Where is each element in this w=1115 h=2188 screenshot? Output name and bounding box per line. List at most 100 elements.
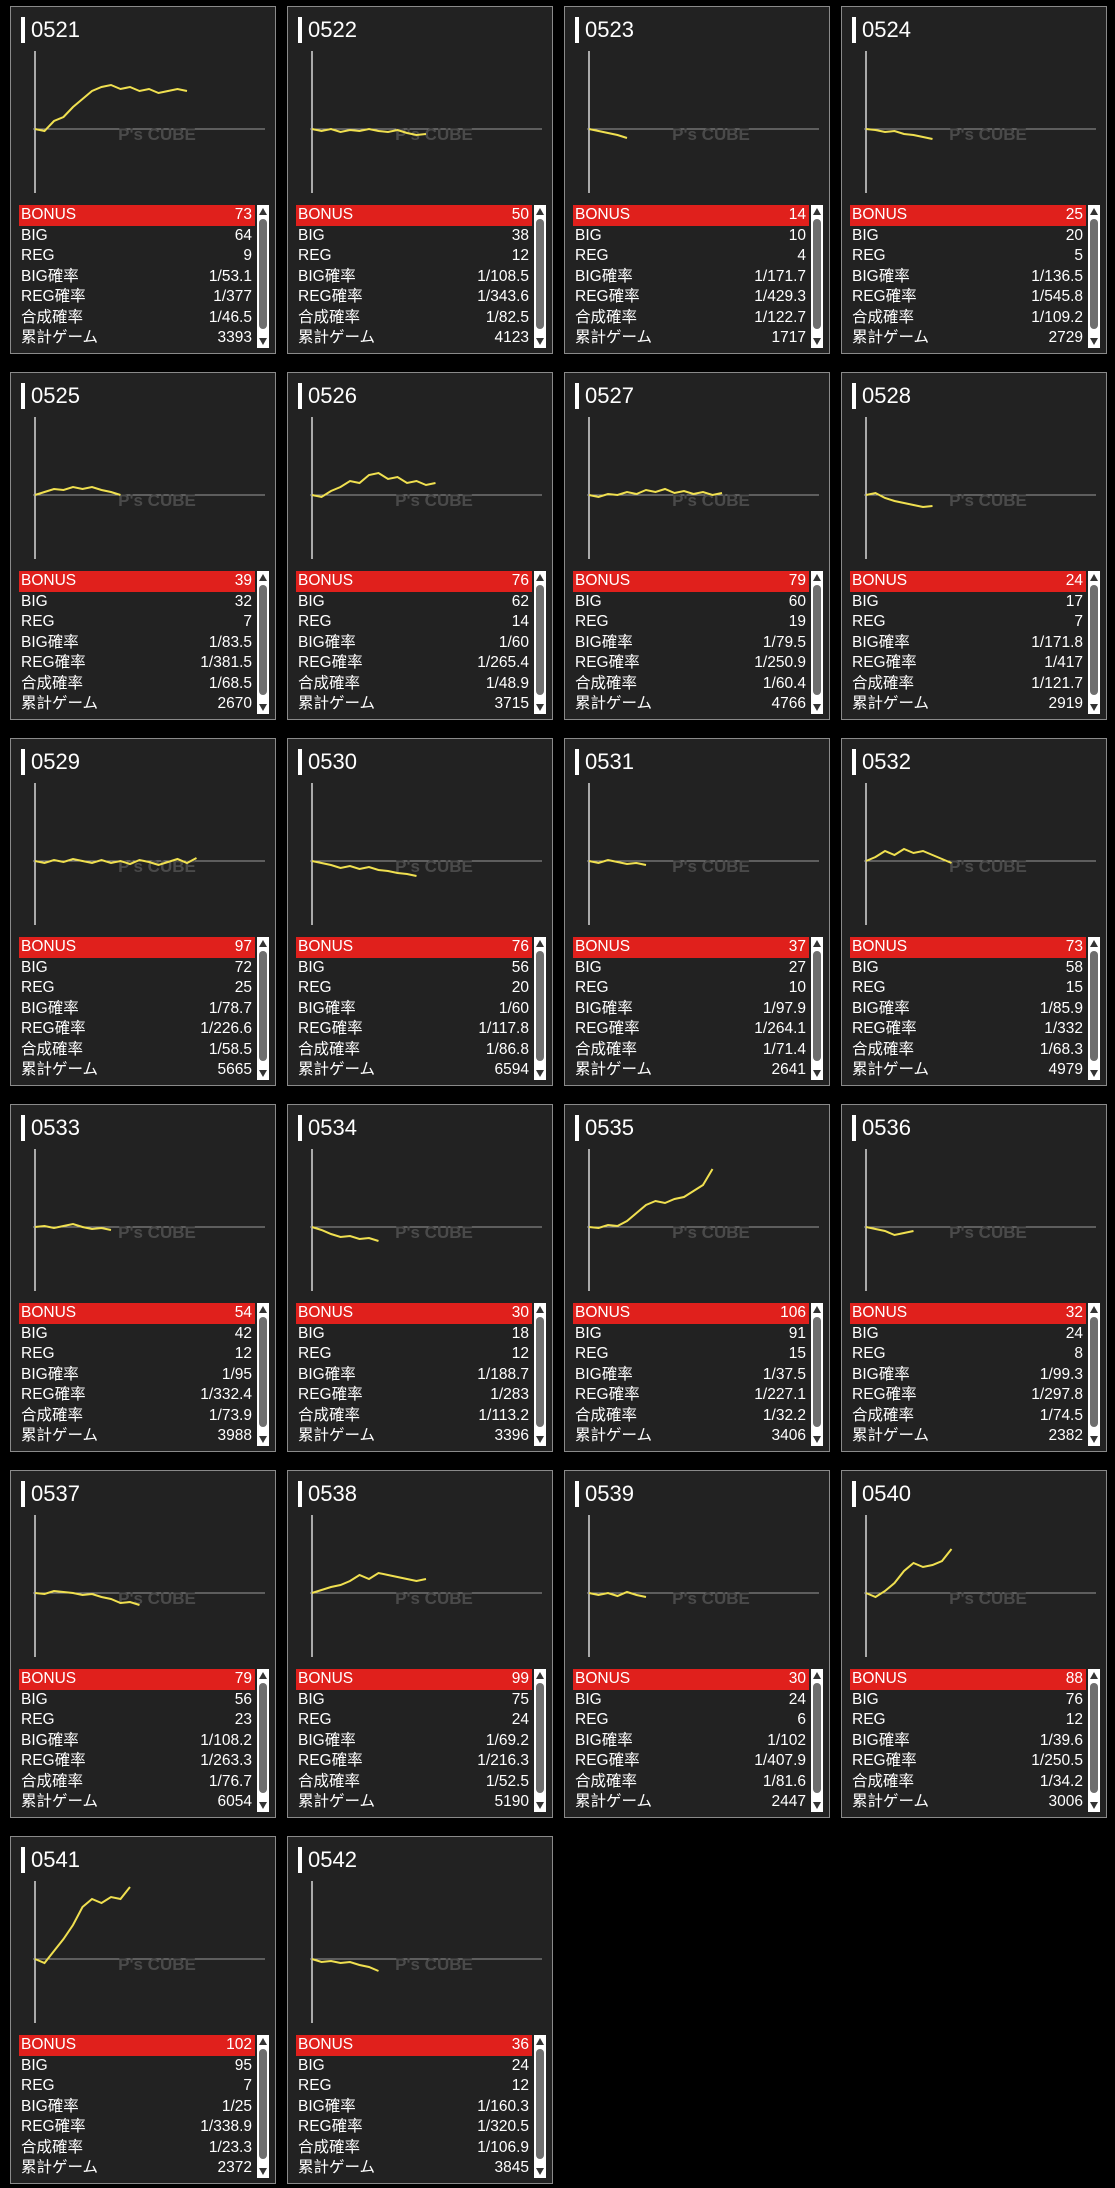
scroll-down-icon[interactable] (259, 338, 267, 345)
scroll-thumb[interactable] (1090, 585, 1098, 695)
scroll-up-icon[interactable] (813, 1672, 821, 1679)
stats-scrollbar[interactable] (257, 1669, 269, 1812)
scroll-thumb[interactable] (536, 951, 544, 1061)
stats-scrollbar[interactable] (534, 937, 546, 1080)
scroll-down-icon[interactable] (813, 1802, 821, 1809)
scroll-up-icon[interactable] (1090, 208, 1098, 215)
machine-card-0539[interactable]: 0539 P's CUBE BONUS 30 BIG 24 REG 6 BIG確率 1/… (564, 1470, 830, 1818)
machine-card-0538[interactable]: 0538 P's CUBE BONUS 99 BIG 75 REG 24 BIG確率 1… (287, 1470, 553, 1818)
machine-card-0531[interactable]: 0531 P's CUBE BONUS 37 BIG 27 REG 10 BIG確率 1… (564, 738, 830, 1086)
machine-card-0523[interactable]: 0523 P's CUBE BONUS 14 BIG 10 REG 4 BIG確率 1/… (564, 6, 830, 354)
machine-card-0534[interactable]: 0534 P's CUBE BONUS 30 BIG 18 REG 12 BIG確率 1… (287, 1104, 553, 1452)
machine-card-0537[interactable]: 0537 P's CUBE BONUS 79 BIG 56 REG 23 BIG確率 1… (10, 1470, 276, 1818)
stats-scrollbar[interactable] (257, 205, 269, 348)
machine-card-0535[interactable]: 0535 P's CUBE BONUS 106 BIG 91 REG 15 BIG確率… (564, 1104, 830, 1452)
scroll-up-icon[interactable] (536, 208, 544, 215)
stats-scrollbar[interactable] (1088, 205, 1100, 348)
stats-scrollbar[interactable] (534, 1669, 546, 1812)
scroll-thumb[interactable] (536, 1683, 544, 1793)
scroll-up-icon[interactable] (813, 940, 821, 947)
machine-card-0527[interactable]: 0527 P's CUBE BONUS 79 BIG 60 REG 19 BIG確率 1… (564, 372, 830, 720)
scroll-up-icon[interactable] (259, 574, 267, 581)
scroll-thumb[interactable] (1090, 1317, 1098, 1427)
machine-card-0541[interactable]: 0541 P's CUBE BONUS 102 BIG 95 REG 7 BIG確率 1… (10, 1836, 276, 2184)
scroll-thumb[interactable] (259, 1317, 267, 1427)
scroll-up-icon[interactable] (536, 2038, 544, 2045)
scroll-thumb[interactable] (259, 585, 267, 695)
scroll-down-icon[interactable] (813, 338, 821, 345)
scroll-up-icon[interactable] (536, 1672, 544, 1679)
scroll-thumb[interactable] (536, 1317, 544, 1427)
machine-card-0522[interactable]: 0522 P's CUBE BONUS 50 BIG 38 REG 12 BIG確率 1… (287, 6, 553, 354)
stats-scrollbar[interactable] (811, 1669, 823, 1812)
scroll-thumb[interactable] (1090, 951, 1098, 1061)
scroll-down-icon[interactable] (1090, 1070, 1098, 1077)
machine-card-0529[interactable]: 0529 P's CUBE BONUS 97 BIG 72 REG 25 BIG確率 1… (10, 738, 276, 1086)
scroll-up-icon[interactable] (1090, 940, 1098, 947)
machine-card-0524[interactable]: 0524 P's CUBE BONUS 25 BIG 20 REG 5 BIG確率 1/… (841, 6, 1107, 354)
scroll-thumb[interactable] (1090, 1683, 1098, 1793)
scroll-down-icon[interactable] (813, 1070, 821, 1077)
scroll-up-icon[interactable] (259, 2038, 267, 2045)
machine-card-0526[interactable]: 0526 P's CUBE BONUS 76 BIG 62 REG 14 BIG確率 1… (287, 372, 553, 720)
scroll-down-icon[interactable] (813, 1436, 821, 1443)
stats-scrollbar[interactable] (811, 571, 823, 714)
scroll-down-icon[interactable] (1090, 704, 1098, 711)
scroll-thumb[interactable] (813, 951, 821, 1061)
machine-card-0525[interactable]: 0525 P's CUBE BONUS 39 BIG 32 REG 7 BIG確率 1/… (10, 372, 276, 720)
machine-card-0521[interactable]: 0521 P's CUBE BONUS 73 BIG 64 REG 9 BIG確率 1/… (10, 6, 276, 354)
stats-scrollbar[interactable] (1088, 937, 1100, 1080)
scroll-down-icon[interactable] (536, 338, 544, 345)
scroll-thumb[interactable] (536, 2049, 544, 2159)
scroll-thumb[interactable] (259, 219, 267, 329)
scroll-down-icon[interactable] (1090, 338, 1098, 345)
scroll-up-icon[interactable] (813, 208, 821, 215)
scroll-thumb[interactable] (536, 219, 544, 329)
scroll-up-icon[interactable] (1090, 574, 1098, 581)
scroll-down-icon[interactable] (259, 1070, 267, 1077)
machine-card-0533[interactable]: 0533 P's CUBE BONUS 54 BIG 42 REG 12 BIG確率 1… (10, 1104, 276, 1452)
stats-scrollbar[interactable] (257, 571, 269, 714)
scroll-down-icon[interactable] (259, 1436, 267, 1443)
stats-scrollbar[interactable] (1088, 1303, 1100, 1446)
scroll-thumb[interactable] (813, 1683, 821, 1793)
stats-scrollbar[interactable] (811, 937, 823, 1080)
scroll-down-icon[interactable] (259, 1802, 267, 1809)
stats-scrollbar[interactable] (534, 1303, 546, 1446)
scroll-up-icon[interactable] (813, 1306, 821, 1313)
scroll-thumb[interactable] (1090, 219, 1098, 329)
scroll-down-icon[interactable] (536, 1436, 544, 1443)
scroll-down-icon[interactable] (259, 2168, 267, 2175)
stats-scrollbar[interactable] (534, 205, 546, 348)
stats-scrollbar[interactable] (257, 2035, 269, 2178)
scroll-down-icon[interactable] (536, 704, 544, 711)
scroll-down-icon[interactable] (536, 1802, 544, 1809)
scroll-up-icon[interactable] (1090, 1672, 1098, 1679)
machine-card-0540[interactable]: 0540 P's CUBE BONUS 88 BIG 76 REG 12 BIG確率 1… (841, 1470, 1107, 1818)
scroll-thumb[interactable] (813, 219, 821, 329)
scroll-thumb[interactable] (813, 1317, 821, 1427)
scroll-up-icon[interactable] (536, 574, 544, 581)
scroll-down-icon[interactable] (536, 1070, 544, 1077)
scroll-down-icon[interactable] (259, 704, 267, 711)
scroll-up-icon[interactable] (259, 940, 267, 947)
scroll-down-icon[interactable] (1090, 1436, 1098, 1443)
stats-scrollbar[interactable] (1088, 571, 1100, 714)
scroll-up-icon[interactable] (536, 940, 544, 947)
machine-card-0542[interactable]: 0542 P's CUBE BONUS 36 BIG 24 REG 12 BIG確率 1… (287, 1836, 553, 2184)
stats-scrollbar[interactable] (811, 1303, 823, 1446)
scroll-thumb[interactable] (259, 1683, 267, 1793)
stats-scrollbar[interactable] (257, 937, 269, 1080)
machine-card-0532[interactable]: 0532 P's CUBE BONUS 73 BIG 58 REG 15 BIG確率 1… (841, 738, 1107, 1086)
machine-card-0530[interactable]: 0530 P's CUBE BONUS 76 BIG 56 REG 20 BIG確率 1… (287, 738, 553, 1086)
scroll-up-icon[interactable] (259, 1672, 267, 1679)
scroll-up-icon[interactable] (813, 574, 821, 581)
scroll-down-icon[interactable] (813, 704, 821, 711)
scroll-thumb[interactable] (259, 2049, 267, 2159)
scroll-thumb[interactable] (813, 585, 821, 695)
stats-scrollbar[interactable] (811, 205, 823, 348)
scroll-down-icon[interactable] (1090, 1802, 1098, 1809)
scroll-up-icon[interactable] (536, 1306, 544, 1313)
stats-scrollbar[interactable] (534, 2035, 546, 2178)
scroll-up-icon[interactable] (259, 1306, 267, 1313)
